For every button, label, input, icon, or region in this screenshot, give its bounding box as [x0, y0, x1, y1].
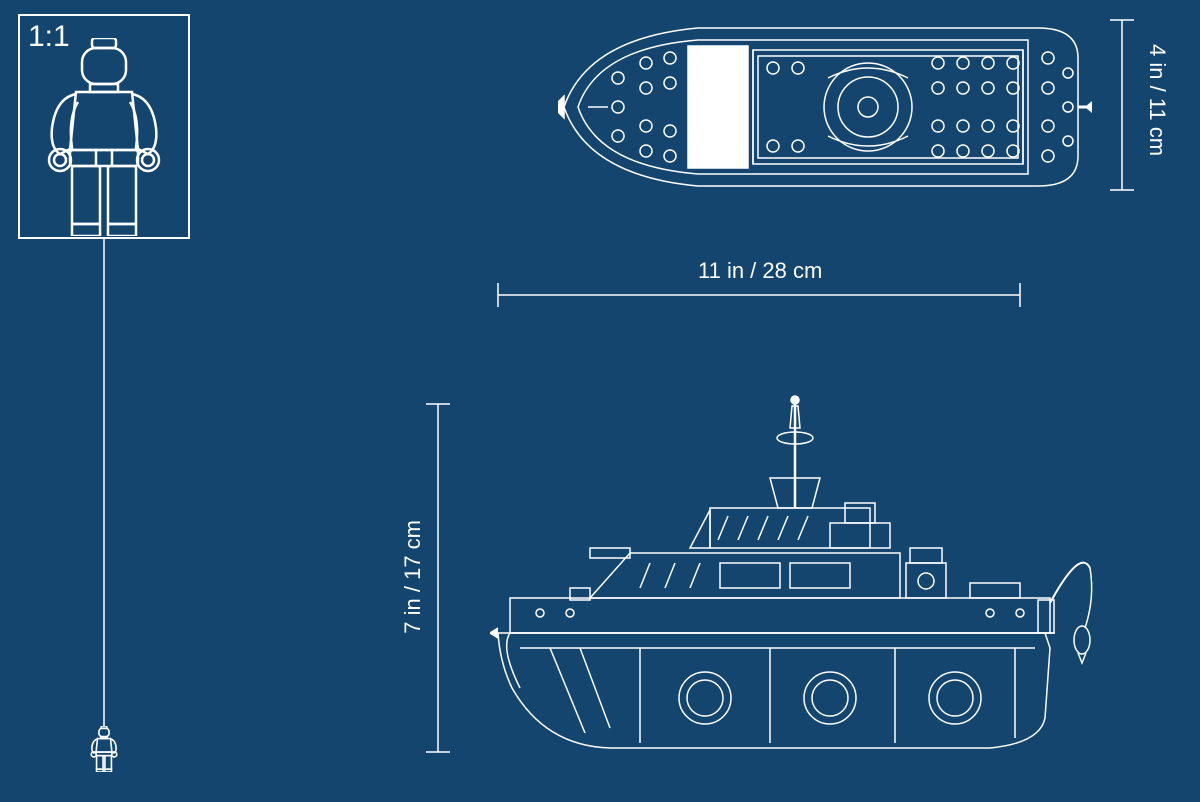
boat-top-view — [558, 18, 1092, 196]
dimension-label-height: 7 in / 17 cm — [400, 520, 426, 634]
boat-side-view — [490, 388, 1110, 768]
